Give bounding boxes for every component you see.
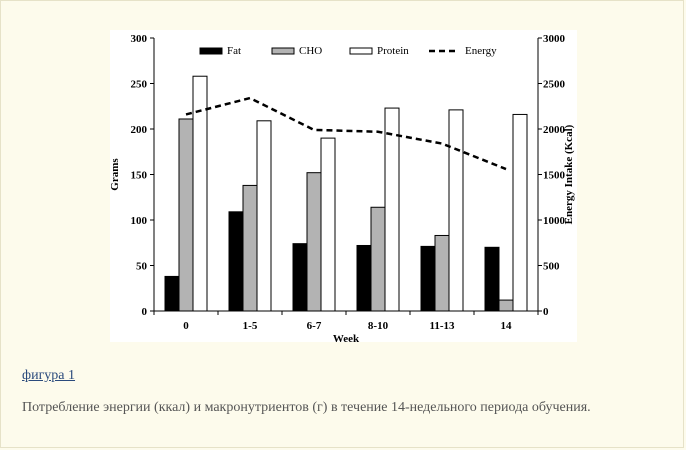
bar-fat [420, 245, 436, 312]
left-tick-label: 150 [131, 170, 148, 182]
energy-line [185, 96, 507, 171]
chart-panel: 0 50 100 150 200 250 300 0 500 1000 1500 2000 2500 30… [110, 30, 577, 342]
y-axis-title-left: Grams [110, 158, 121, 191]
right-tick-label: 0 [543, 306, 549, 318]
figure-link[interactable]: фигура 1 [22, 368, 76, 383]
x-tick-label: 0 [183, 320, 189, 332]
bar-cho [370, 206, 386, 312]
right-tick-label: 500 [543, 261, 560, 273]
x-tick-label: 14 [501, 320, 513, 332]
figure-caption: Потребление энергии (ккал) и макронутрие… [22, 400, 591, 415]
bar-protein [192, 75, 208, 312]
legend-swatch-protein [349, 47, 373, 55]
bar-cho [306, 172, 322, 312]
x-tick-label: 6-7 [307, 320, 322, 332]
bar-cho [434, 234, 450, 312]
bar-fat [292, 243, 308, 312]
legend-label-fat: Fat [227, 45, 241, 57]
left-tick-label: 300 [131, 33, 148, 45]
bar-fat [164, 275, 180, 312]
bar-fat [228, 211, 244, 312]
bar-fat [484, 246, 500, 312]
legend-label-cho: CHO [299, 45, 322, 57]
y-axis-title-right: Energy Intake (Kcal) [563, 124, 575, 224]
x-tick-label: 1-5 [243, 320, 258, 332]
x-tick-label: 8-10 [368, 320, 389, 332]
legend-label-energy: Energy [465, 45, 497, 57]
bar-protein [384, 107, 400, 312]
right-tick-label: 1500 [543, 170, 566, 182]
right-tick-label: 1000 [543, 215, 566, 227]
right-tick-label: 3000 [543, 33, 566, 45]
bar-protein [448, 109, 464, 312]
bar-cho [178, 118, 194, 312]
energy-macronutrient-chart: 0501001502002503000500100015002000250030… [110, 33, 575, 342]
left-tick-label: 200 [131, 124, 148, 136]
bar-fat [356, 244, 372, 312]
right-tick-label: 2000 [543, 124, 566, 136]
left-tick-label: 100 [131, 215, 148, 227]
right-tick-label: 2500 [543, 79, 566, 91]
legend-label-protein: Protein [377, 45, 409, 57]
bar-protein [320, 137, 336, 312]
left-tick-label: 0 [142, 306, 148, 318]
bar-cho [242, 184, 258, 312]
legend-swatch-cho [271, 47, 295, 55]
x-axis-title: Week [333, 333, 360, 342]
x-tick-label: 11-13 [429, 320, 455, 332]
left-tick-label: 50 [136, 261, 148, 273]
bar-protein [256, 120, 272, 312]
bar-cho [498, 299, 514, 312]
bar-protein [512, 113, 528, 312]
left-tick-label: 250 [131, 79, 148, 91]
legend-swatch-fat [199, 47, 223, 55]
